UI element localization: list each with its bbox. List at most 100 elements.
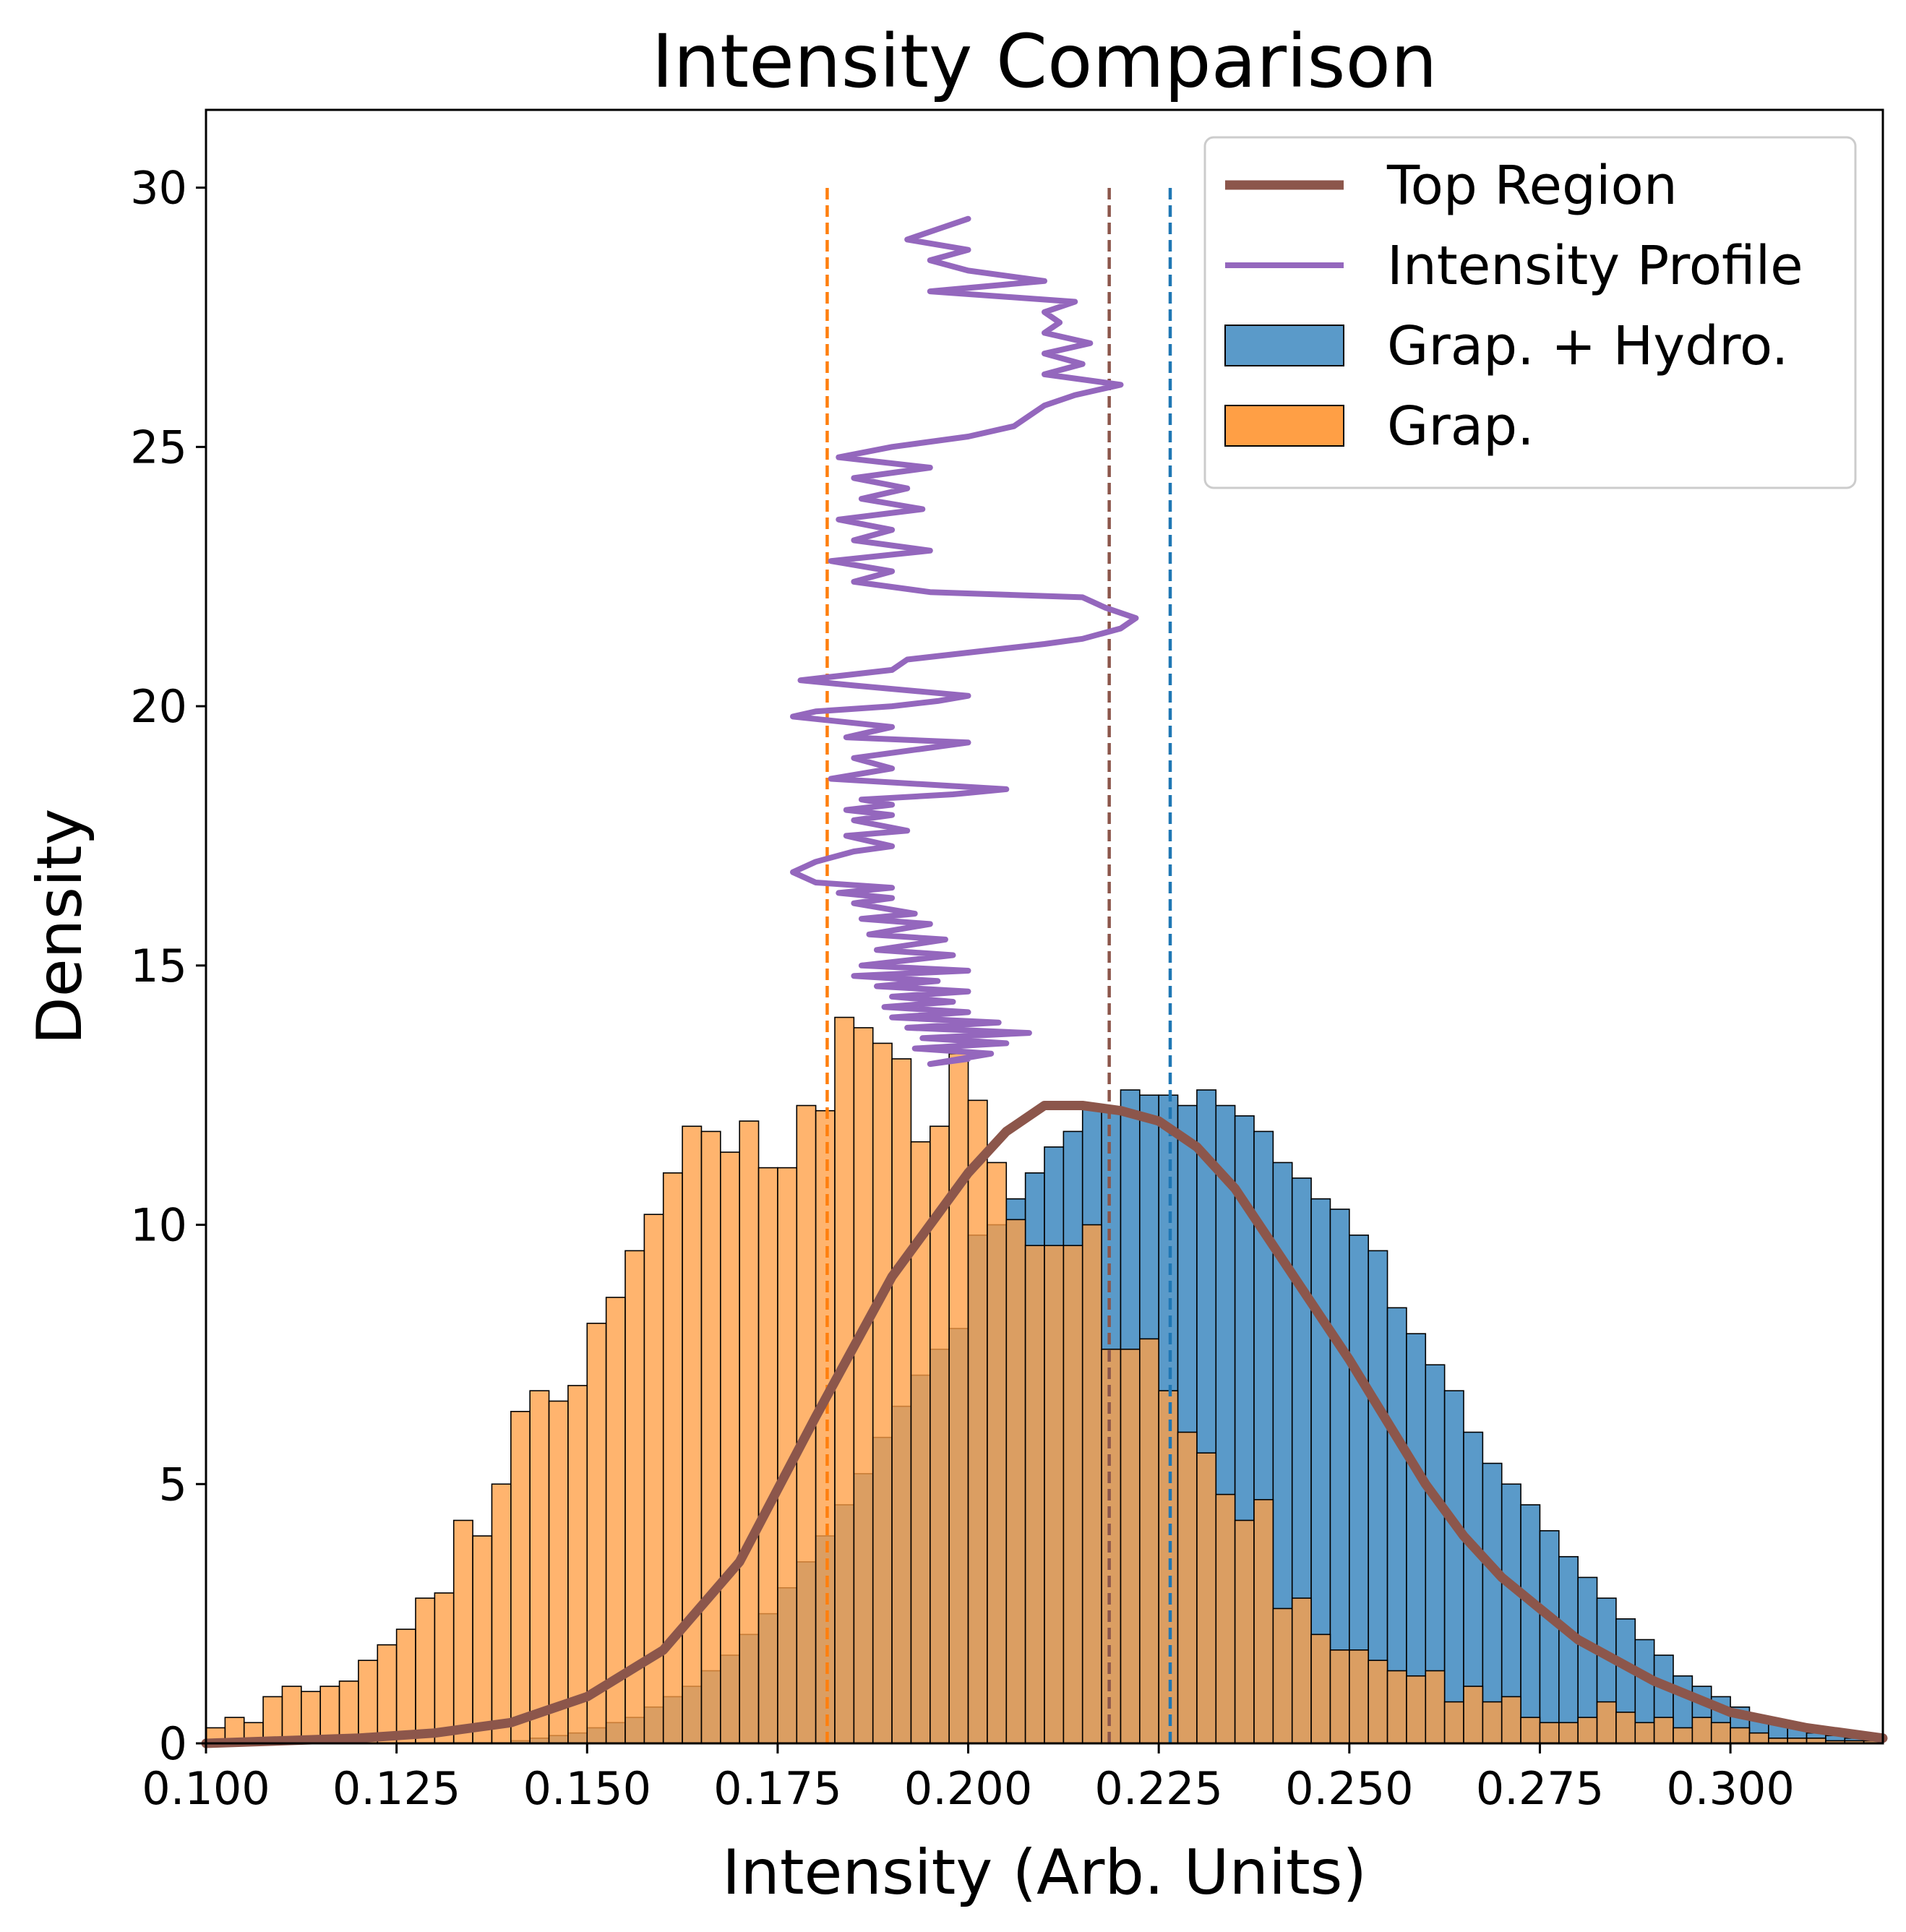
chart-title: Intensity Comparison: [651, 19, 1437, 105]
histogram-bar: [930, 1125, 950, 1744]
histogram-bar: [1558, 1722, 1579, 1744]
histogram-bar: [1005, 1219, 1026, 1744]
histogram-bar: [1577, 1576, 1598, 1744]
histogram-bar: [1615, 1712, 1636, 1744]
x-tick-label: 0.275: [1476, 1762, 1605, 1815]
histogram-bar: [682, 1125, 703, 1744]
histogram-bar: [1081, 1224, 1102, 1744]
x-axis: 0.100 0.125 0.150 0.175 0.200 0.225 0.250 0.275…: [142, 1743, 1795, 1815]
histogram-bar: [700, 1130, 721, 1744]
histogram-bar: [338, 1680, 359, 1744]
histogram-bar: [1215, 1493, 1236, 1744]
histogram-bar: [1520, 1717, 1541, 1744]
histogram-bar: [1539, 1530, 1560, 1744]
histogram-bar: [1272, 1607, 1293, 1744]
histogram-bar: [377, 1644, 398, 1744]
intensity-profile-line: [790, 215, 1139, 1068]
histogram-bar: [1539, 1722, 1560, 1744]
plot-frame: [205, 108, 1884, 1745]
histogram-bar: [1443, 1701, 1464, 1744]
histogram-bar: [853, 1027, 874, 1744]
histogram-bar: [567, 1385, 588, 1744]
legend-label: Top Region: [1386, 155, 1678, 217]
histogram-bar: [1368, 1660, 1388, 1744]
histogram-bar: [510, 1411, 531, 1744]
histogram-bar: [452, 1519, 473, 1744]
histogram-bar: [1673, 1727, 1693, 1744]
y-tick-label: 25: [130, 421, 187, 473]
x-tick-label: 0.250: [1285, 1762, 1414, 1815]
legend-label: Intensity Profile: [1387, 235, 1803, 297]
line-series: [201, 215, 1888, 1748]
histogram-bar: [948, 1052, 969, 1744]
histogram-bar: [1253, 1498, 1274, 1744]
histogram-bar: [1482, 1701, 1503, 1744]
histogram-bar: [301, 1691, 321, 1744]
y-axis: 0 5 10 15 20 25 30: [130, 162, 206, 1770]
x-tick-label: 0.175: [713, 1762, 842, 1815]
x-tick-label: 0.300: [1666, 1762, 1795, 1815]
histogram-bar: [1653, 1717, 1674, 1744]
histogram-bar: [491, 1483, 512, 1744]
histogram-bar: [548, 1400, 569, 1744]
histogram-bar: [529, 1390, 550, 1744]
histogram-bar: [1101, 1348, 1122, 1744]
histogram-bar: [1596, 1701, 1617, 1744]
histogram-bar: [1501, 1696, 1521, 1744]
histogram-bar: [1196, 1452, 1217, 1744]
x-axis-label: Intensity (Arb. Units): [722, 1837, 1367, 1909]
y-tick-label: 10: [130, 1199, 187, 1252]
legend-swatch: [1224, 325, 1344, 366]
histogram-bar: [1710, 1722, 1731, 1744]
y-tick-label: 30: [130, 162, 187, 215]
histogram-bar: [1044, 1245, 1065, 1744]
y-axis-label: Density: [24, 809, 96, 1045]
histogram-bar: [1329, 1649, 1350, 1744]
histogram-bar: [415, 1597, 436, 1744]
histogram-bar: [1349, 1649, 1369, 1744]
histogram-bar: [1177, 1431, 1198, 1744]
histogram-bar: [1691, 1717, 1712, 1744]
histogram-bar: [1520, 1504, 1541, 1744]
legend-swatch: [1224, 405, 1344, 447]
y-tick-label: 5: [159, 1458, 187, 1511]
histogram-bar: [1120, 1348, 1141, 1744]
series-grap: [205, 1016, 1884, 1744]
histogram-bar: [720, 1151, 740, 1744]
histogram-bar: [1577, 1717, 1598, 1744]
y-tick-label: 15: [130, 940, 187, 992]
histogram-bar: [739, 1120, 760, 1744]
histogram-bar: [262, 1696, 283, 1744]
y-tick-label: 0: [159, 1717, 187, 1770]
histogram-bar: [586, 1323, 607, 1744]
legend-box: [1203, 136, 1857, 489]
histogram-bar: [1291, 1597, 1312, 1744]
histogram-bar: [872, 1042, 893, 1744]
histogram-bar: [1748, 1732, 1769, 1744]
histogram-bar: [1024, 1245, 1045, 1744]
histogram-bar: [281, 1686, 302, 1744]
histogram-bar: [757, 1167, 778, 1744]
histogram-bar: [1158, 1390, 1179, 1744]
x-tick-label: 0.200: [904, 1762, 1033, 1815]
histogram-bar: [1234, 1519, 1255, 1744]
top-region-line: [201, 1101, 1888, 1748]
histogram-bar: [815, 1109, 836, 1744]
legend-label: Grap.: [1387, 395, 1534, 458]
histogram-bar: [1063, 1245, 1083, 1744]
x-tick-label: 0.100: [142, 1762, 270, 1815]
histogram-bar: [1730, 1727, 1751, 1744]
histogram-bar: [1558, 1555, 1579, 1744]
histogram-bar: [1463, 1686, 1484, 1744]
x-tick-label: 0.150: [523, 1762, 652, 1815]
histogram-bar: [1139, 1338, 1159, 1744]
histogram-bar: [1443, 1390, 1464, 1744]
histogram-bar: [967, 1099, 988, 1744]
histogram-bar: [472, 1535, 493, 1744]
x-tick-label: 0.225: [1094, 1762, 1223, 1815]
legend-label: Grap. + Hydro.: [1387, 315, 1788, 377]
histogram-bar: [1310, 1633, 1331, 1744]
legend: Top Region Intensity Profile Grap. + Hydro…: [1203, 136, 1857, 489]
histogram-bar: [987, 1162, 1008, 1744]
